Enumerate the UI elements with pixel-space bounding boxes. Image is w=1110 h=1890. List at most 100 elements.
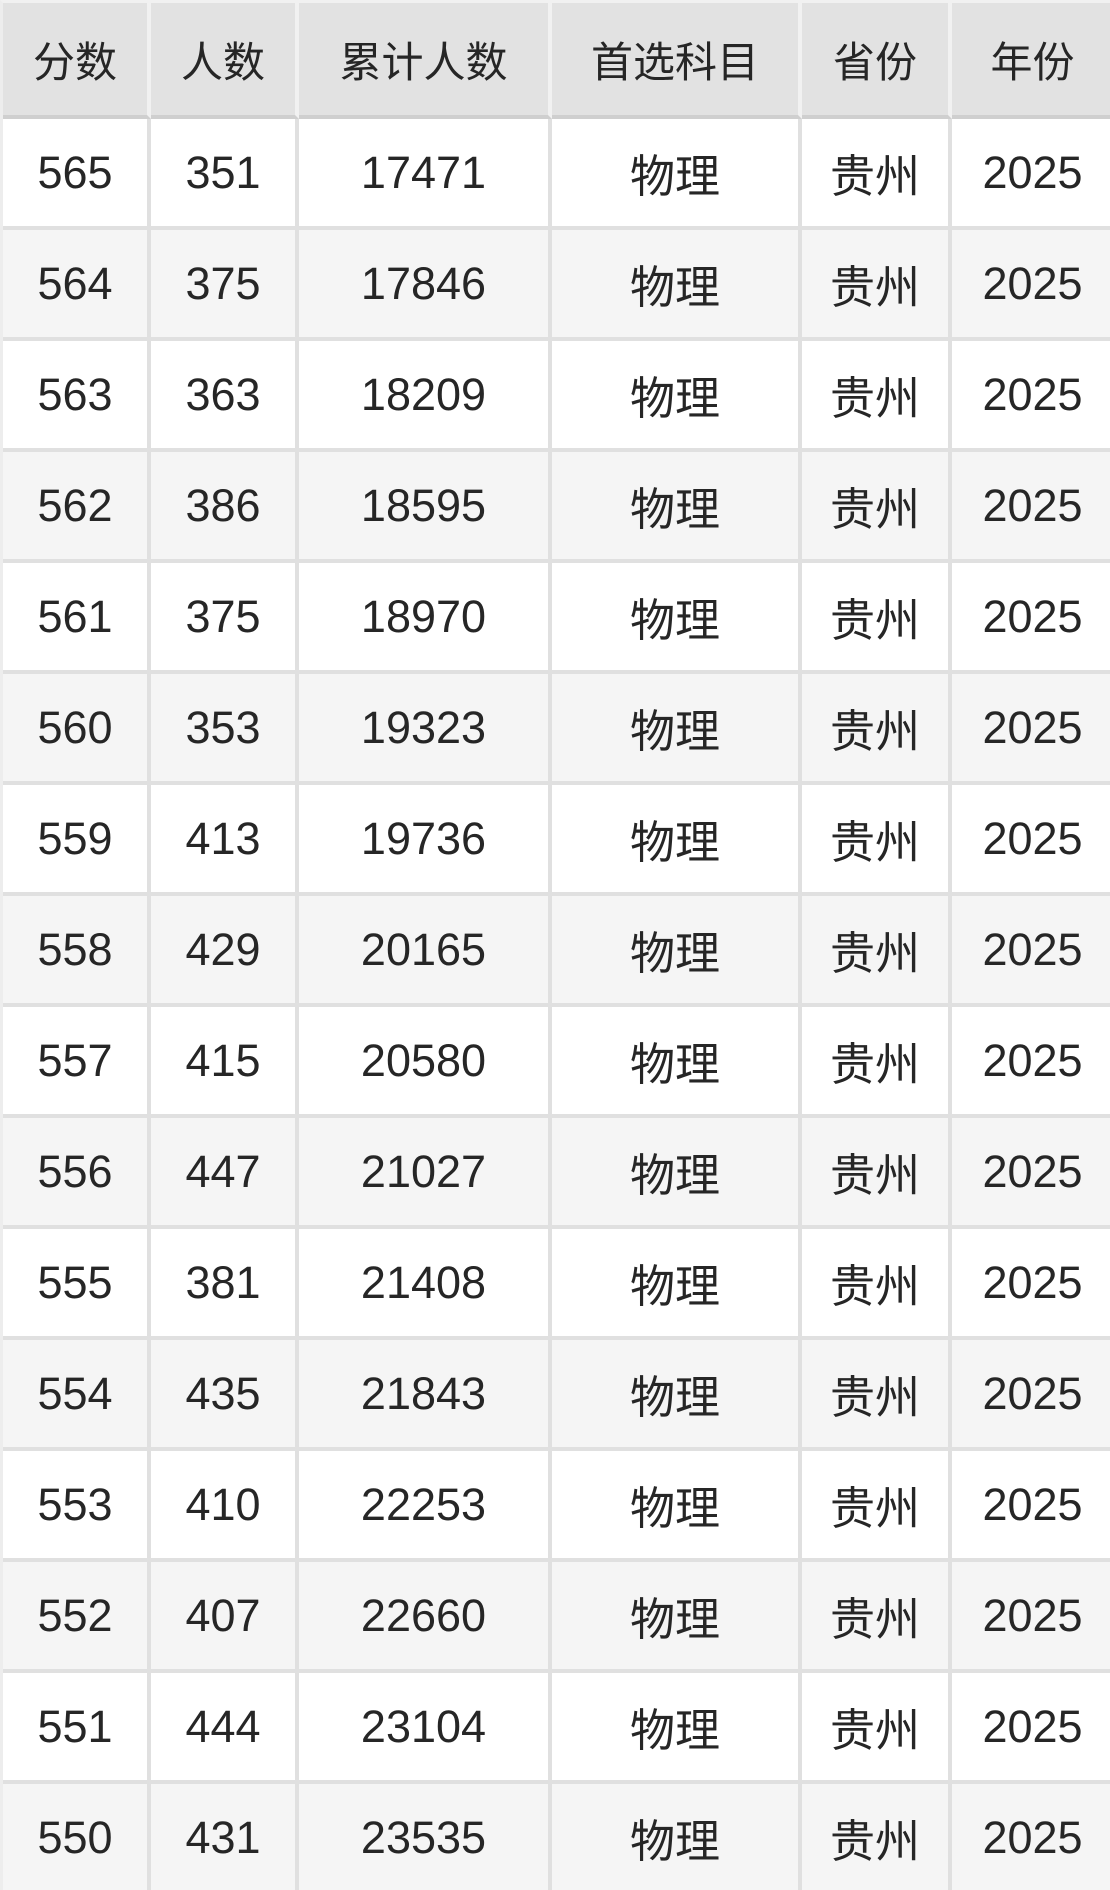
cell-year: 2025 — [952, 1007, 1110, 1118]
cell-subject: 物理 — [552, 563, 802, 674]
cell-count: 429 — [151, 896, 299, 1007]
cell-cumulative: 19736 — [299, 785, 552, 896]
cell-count: 444 — [151, 1673, 299, 1784]
cell-subject: 物理 — [552, 1007, 802, 1118]
cell-score: 564 — [3, 230, 151, 341]
cell-count: 431 — [151, 1784, 299, 1890]
cell-province: 贵州 — [802, 1007, 952, 1118]
table-row: 559 413 19736 物理 贵州 2025 — [3, 785, 1110, 896]
cell-subject: 物理 — [552, 452, 802, 563]
table-row: 560 353 19323 物理 贵州 2025 — [3, 674, 1110, 785]
cell-cumulative: 21408 — [299, 1229, 552, 1340]
cell-year: 2025 — [952, 1451, 1110, 1562]
cell-province: 贵州 — [802, 563, 952, 674]
cell-province: 贵州 — [802, 341, 952, 452]
header-row: 分数 人数 累计人数 首选科目 省份 年份 — [3, 3, 1110, 119]
cell-count: 375 — [151, 563, 299, 674]
cell-year: 2025 — [952, 785, 1110, 896]
cell-subject: 物理 — [552, 1784, 802, 1890]
cell-count: 353 — [151, 674, 299, 785]
cell-province: 贵州 — [802, 1340, 952, 1451]
cell-count: 386 — [151, 452, 299, 563]
cell-cumulative: 19323 — [299, 674, 552, 785]
cell-year: 2025 — [952, 674, 1110, 785]
cell-score: 559 — [3, 785, 151, 896]
cell-province: 贵州 — [802, 785, 952, 896]
cell-year: 2025 — [952, 230, 1110, 341]
cell-count: 375 — [151, 230, 299, 341]
cell-year: 2025 — [952, 1673, 1110, 1784]
cell-cumulative: 22253 — [299, 1451, 552, 1562]
cell-year: 2025 — [952, 1229, 1110, 1340]
cell-count: 381 — [151, 1229, 299, 1340]
table-row: 564 375 17846 物理 贵州 2025 — [3, 230, 1110, 341]
cell-score: 557 — [3, 1007, 151, 1118]
cell-cumulative: 17846 — [299, 230, 552, 341]
cell-province: 贵州 — [802, 896, 952, 1007]
cell-score: 563 — [3, 341, 151, 452]
cell-cumulative: 17471 — [299, 119, 552, 230]
cell-score: 553 — [3, 1451, 151, 1562]
cell-cumulative: 20580 — [299, 1007, 552, 1118]
cell-province: 贵州 — [802, 674, 952, 785]
table-row: 554 435 21843 物理 贵州 2025 — [3, 1340, 1110, 1451]
cell-year: 2025 — [952, 1340, 1110, 1451]
table-header: 分数 人数 累计人数 首选科目 省份 年份 — [3, 3, 1110, 119]
cell-subject: 物理 — [552, 1229, 802, 1340]
cell-subject: 物理 — [552, 896, 802, 1007]
column-header-count: 人数 — [151, 3, 299, 119]
cell-year: 2025 — [952, 1562, 1110, 1673]
cell-province: 贵州 — [802, 1451, 952, 1562]
cell-count: 407 — [151, 1562, 299, 1673]
cell-subject: 物理 — [552, 1562, 802, 1673]
cell-cumulative: 18209 — [299, 341, 552, 452]
cell-score: 565 — [3, 119, 151, 230]
cell-year: 2025 — [952, 1784, 1110, 1890]
cell-count: 447 — [151, 1118, 299, 1229]
cell-score: 551 — [3, 1673, 151, 1784]
cell-year: 2025 — [952, 896, 1110, 1007]
table-row: 552 407 22660 物理 贵州 2025 — [3, 1562, 1110, 1673]
column-header-score: 分数 — [3, 3, 151, 119]
cell-year: 2025 — [952, 563, 1110, 674]
table-row: 551 444 23104 物理 贵州 2025 — [3, 1673, 1110, 1784]
cell-count: 363 — [151, 341, 299, 452]
cell-score: 550 — [3, 1784, 151, 1890]
table-row: 555 381 21408 物理 贵州 2025 — [3, 1229, 1110, 1340]
cell-score: 554 — [3, 1340, 151, 1451]
cell-score: 562 — [3, 452, 151, 563]
cell-count: 413 — [151, 785, 299, 896]
cell-score: 558 — [3, 896, 151, 1007]
cell-score: 561 — [3, 563, 151, 674]
cell-score: 555 — [3, 1229, 151, 1340]
cell-subject: 物理 — [552, 1340, 802, 1451]
table-body: 565 351 17471 物理 贵州 2025 564 375 17846 物理 贵州 2025 56… — [3, 119, 1110, 1890]
table-row: 563 363 18209 物理 贵州 2025 — [3, 341, 1110, 452]
table-row: 558 429 20165 物理 贵州 2025 — [3, 896, 1110, 1007]
cell-subject: 物理 — [552, 1451, 802, 1562]
cell-cumulative: 22660 — [299, 1562, 552, 1673]
cell-cumulative: 20165 — [299, 896, 552, 1007]
cell-year: 2025 — [952, 1118, 1110, 1229]
cell-subject: 物理 — [552, 1673, 802, 1784]
cell-cumulative: 21027 — [299, 1118, 552, 1229]
cell-province: 贵州 — [802, 1784, 952, 1890]
cell-province: 贵州 — [802, 1229, 952, 1340]
cell-province: 贵州 — [802, 119, 952, 230]
cell-cumulative: 18595 — [299, 452, 552, 563]
cell-province: 贵州 — [802, 230, 952, 341]
cell-cumulative: 23104 — [299, 1673, 552, 1784]
table-row: 565 351 17471 物理 贵州 2025 — [3, 119, 1110, 230]
cell-subject: 物理 — [552, 341, 802, 452]
cell-year: 2025 — [952, 341, 1110, 452]
cell-count: 415 — [151, 1007, 299, 1118]
cell-province: 贵州 — [802, 452, 952, 563]
cell-cumulative: 21843 — [299, 1340, 552, 1451]
cell-province: 贵州 — [802, 1673, 952, 1784]
cell-province: 贵州 — [802, 1118, 952, 1229]
cell-subject: 物理 — [552, 674, 802, 785]
table-row: 550 431 23535 物理 贵州 2025 — [3, 1784, 1110, 1890]
cell-cumulative: 23535 — [299, 1784, 552, 1890]
